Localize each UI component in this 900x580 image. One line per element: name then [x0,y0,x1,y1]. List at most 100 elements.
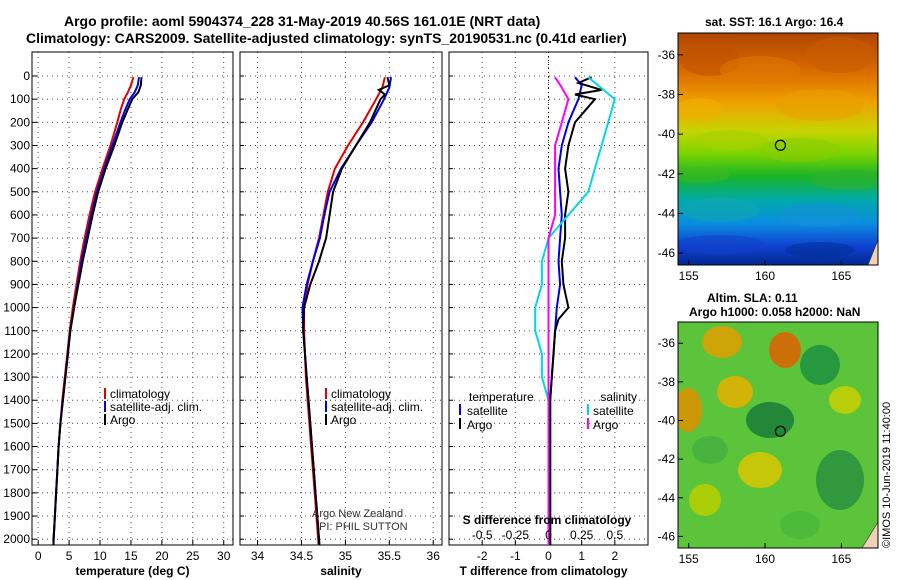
temp-ytick-label: 400 [10,162,30,176]
sst-ytick-label: -40 [658,127,676,141]
diff-series [534,76,616,545]
diff-legend-sal-argo: Argo [593,418,619,432]
sla-texture [780,511,820,539]
sst-texture [780,203,860,227]
sal-legend-label: satellite-adj. clim. [331,400,423,414]
sst-map-title: sat. SST: 16.1 Argo: 16.4 [705,15,844,29]
sla-texture [746,402,794,438]
temp-ytick-label: 600 [10,208,30,222]
sla-texture [738,452,782,488]
diff-xlabel: T difference from climatology [459,564,627,578]
diff-legend-temp-satellite: satellite [467,404,508,418]
temp-legend-label: Argo [110,413,136,427]
sal-series [301,76,393,545]
sst-ytick-label: -38 [658,87,676,101]
sla-map-title: Altim. SLA: 0.11 [707,291,798,305]
temp-ytick-label: 1300 [3,370,30,384]
sal-xtick-label: 35 [339,549,353,563]
figure-title-line1: Argo profile: aoml 5904374_228 31-May-20… [64,13,541,29]
diff-series-salinity-argo [547,76,570,545]
temp-ytick-label: 300 [10,138,30,152]
sla-texture [800,345,840,385]
sst-texture [805,37,875,73]
sal-xtick-label: 35.5 [378,549,402,563]
sal-legend-label: Argo [331,413,357,427]
sla-argo-marker [774,425,787,437]
sla-texture [692,436,728,464]
temp-xlabel: temperature (deg C) [75,564,189,578]
temp-ytick-label: 500 [10,185,30,199]
diff-legend-temp-argo: Argo [467,418,493,432]
sal-xtick-label: 34.5 [290,549,314,563]
temp-legend-label: satellite-adj. clim. [110,400,202,414]
sal-xtick-label: 34 [251,549,265,563]
credit-program: Argo New Zealand [312,508,404,520]
diff-xtick-label: 2 [611,549,618,563]
sst-ytick-label: -46 [658,246,676,260]
sla-xtick-label: 155 [679,552,699,566]
sla-map-frame [677,321,879,549]
temperature-panel: 0 5 10 15 20 25 30 temperature (deg C) 0 100 200 30… [3,51,234,578]
sst-texture [680,198,760,222]
sla-texture [702,326,742,358]
sla-ytick-label: -44 [658,491,676,505]
temp-ytick-label: 0 [23,69,30,83]
sal-grid [240,52,442,545]
sst-texture [695,130,765,150]
sst-xtick-label: 160 [755,269,775,283]
sst-texture [678,167,730,183]
diff-legend-sal-title: salinity [600,390,637,404]
temp-series [52,76,143,545]
sla-texture [829,386,861,414]
sla-xtick-label: 165 [831,552,851,566]
temp-ytick-label: 1800 [3,486,30,500]
sla-texture [769,332,801,368]
sst-texture [775,89,865,121]
diff-xtick-label: 1 [578,549,585,563]
sst-texture [785,242,855,258]
temp-ytick-label: 800 [10,254,30,268]
sst-ytick-label: -42 [658,167,676,181]
temp-ytick-label: 200 [10,115,30,129]
temp-xtick-label: 15 [124,549,138,563]
sla-map: 155 160 165 -36 -38 -40 -42 -44 -46 [658,321,879,566]
diff-legend-sal-satellite: satellite [593,404,634,418]
sst-map: 155 160 165 -36 -38 -40 -42 -44 -46 [658,32,879,283]
diff-series-temperature-argo [549,76,602,545]
temp-ytick-label: 1400 [3,393,30,407]
diff-secondary-tick-label: -0.25 [502,528,530,542]
sla-ytick-label: -38 [658,375,676,389]
temp-xtick-label: 0 [35,549,42,563]
sst-land [867,239,878,265]
sla-xtick-label: 160 [755,552,775,566]
sla-ytick-label: -36 [658,336,676,350]
diff-xtick-label: 0 [545,549,552,563]
sla-land [861,521,878,548]
credit-pi: PI: PHIL SUTTON [319,521,408,533]
sst-ytick-label: -36 [658,48,676,62]
temp-legend-label: climatology [110,387,170,401]
diff-secondary-tick-label: 0 [545,528,552,542]
temp-xtick-label: 5 [66,549,73,563]
temp-xtick-label: 20 [155,549,169,563]
temp-xtick-label: 10 [93,549,107,563]
sal-legend-label: climatology [331,387,391,401]
sal-frame [239,51,443,546]
diff-xtick-label: -2 [477,549,488,563]
temp-ytick-label: 100 [10,92,30,106]
temp-series-argo [52,77,143,545]
sst-argo-marker [774,139,787,151]
sst-xtick-label: 155 [679,269,699,283]
sst-ytick-label: -44 [658,206,676,220]
imos-stamp: ©IMOS 10-Jun-2019 11:40:00 [881,401,893,548]
diff-secondary-tick-label: 0.25 [570,528,594,542]
sal-series-argo [302,76,391,545]
sal-xtick-label: 36 [427,549,441,563]
diff-secondary-tick-label: 0.5 [606,528,623,542]
sst-map-frame [677,32,879,266]
sla-texture [816,450,864,510]
temp-xtick-label: 30 [217,549,231,563]
temp-frame [31,51,234,546]
sst-texture [720,56,800,84]
temp-ytick-label: 2000 [3,532,30,546]
